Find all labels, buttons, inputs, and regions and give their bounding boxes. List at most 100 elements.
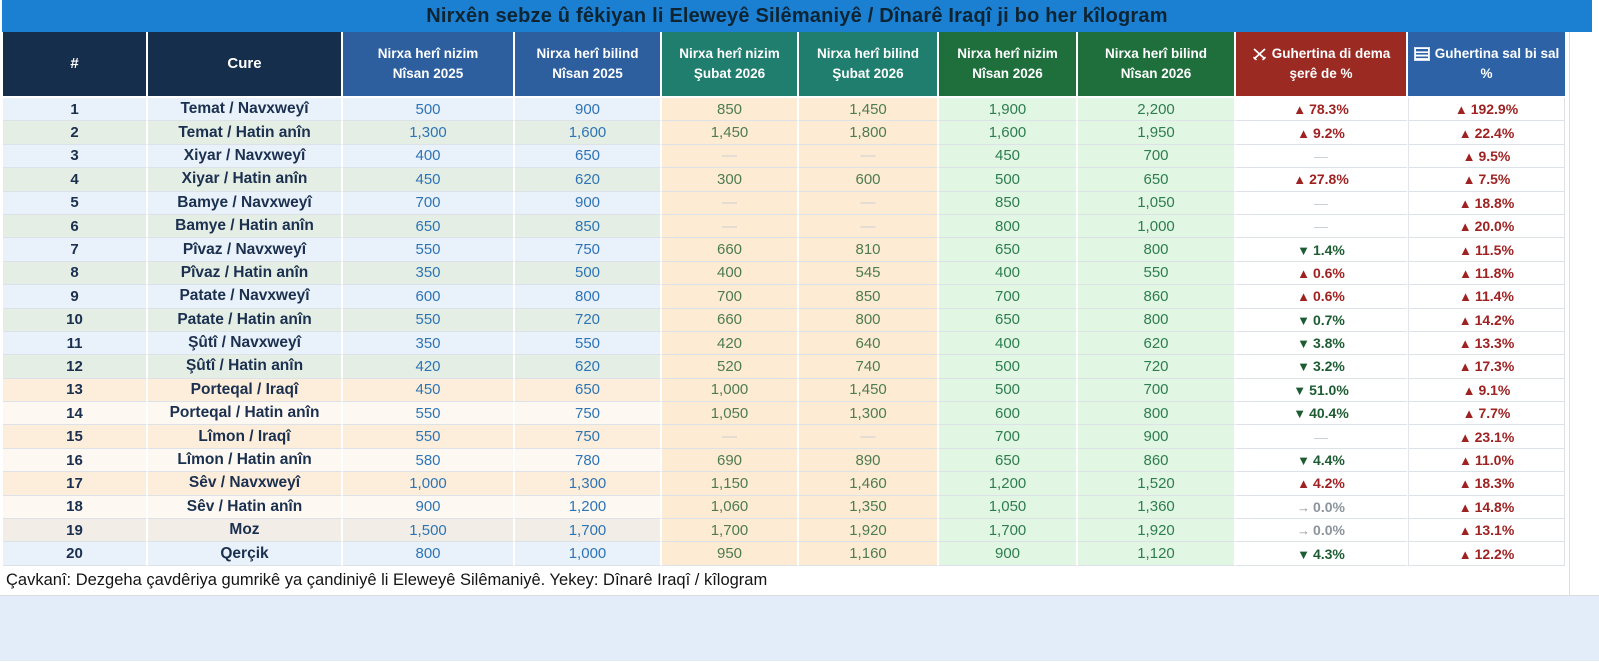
produce-name-cell: Temat / Navxweyî (148, 98, 343, 122)
header-line: Şubat 2026 (693, 66, 766, 81)
header-row: # Cure Nirxa herî nizim Nîsan 2025 Nirxa… (3, 32, 1565, 98)
nisan2026-high-cell: 860 (1078, 448, 1236, 473)
subat2026-high-cell: 850 (799, 285, 939, 309)
nisan2026-low-cell: 600 (939, 402, 1078, 426)
produce-name-cell: Qerçik (148, 542, 343, 566)
nisan2025-low-cell: 800 (343, 542, 515, 566)
war-change-cell: → 0.0% (1236, 495, 1408, 520)
year-change-cell: ▲ 12.2% (1408, 542, 1565, 566)
table-row: 3 Xiyar / Navxweyî 400 650— —450 700— ▲ 9.5% (3, 144, 1565, 169)
header-line: Nirxa herî nizim (679, 45, 780, 61)
row-number-cell: 5 (3, 191, 148, 215)
nisan2026-high-cell: 860 (1078, 285, 1236, 309)
year-change-cell: ▲ 7.7% (1408, 402, 1565, 426)
year-change-cell: ▲ 20.0% (1408, 214, 1565, 239)
nisan2026-high-cell: 550 (1078, 261, 1236, 286)
produce-name-cell: Porteqal / Iraqî (148, 378, 343, 403)
nisan2026-low-cell: 500 (939, 355, 1078, 379)
subat2026-low-cell: 690 (662, 448, 799, 473)
nisan2026-high-cell: 720 (1078, 355, 1236, 379)
nisan2026-low-cell: 1,200 (939, 472, 1078, 496)
nisan2026-low-cell: 850 (939, 191, 1078, 215)
table-row: 7 Pîvaz / Navxweyî 550 750 660 810 650 800 ▼ 1.4%… (3, 238, 1565, 262)
nisan2026-low-cell: 650 (939, 308, 1078, 332)
nisan2025-low-cell: 450 (343, 168, 515, 192)
war-change-cell: ▲ 4.2% (1236, 472, 1408, 496)
nisan2026-high-cell: 1,360 (1078, 495, 1236, 520)
nisan2025-low-cell: 1,000 (343, 472, 515, 496)
table-row: 6 Bamye / Hatin anîn 650 850— —800 1,000— ▲ 20.… (3, 214, 1565, 239)
column-header-nisan2026-high: Nirxa herî bilind Nîsan 2026 (1078, 32, 1236, 98)
subat2026-low-cell: 420 (662, 331, 799, 356)
nisan2025-low-cell: 550 (343, 402, 515, 426)
year-change-cell: ▲ 23.1% (1408, 425, 1565, 449)
nisan2026-high-cell: 800 (1078, 402, 1236, 426)
subat2026-high-cell: — (799, 214, 939, 239)
nisan2026-high-cell: 1,000 (1078, 214, 1236, 239)
column-header-cure: Cure (148, 32, 343, 98)
nisan2026-low-cell: 1,700 (939, 519, 1078, 543)
nisan2025-low-cell: 650 (343, 214, 515, 239)
subat2026-high-cell: 1,350 (799, 495, 939, 520)
table-row: 11 Şûtî / Navxweyî 350 550 420 640 400 620 ▼ 3.8%… (3, 331, 1565, 356)
nisan2025-high-cell: 900 (515, 98, 662, 122)
nisan2026-low-cell: 400 (939, 331, 1078, 356)
war-change-cell: ▼ 4.4% (1236, 448, 1408, 473)
nisan2026-low-cell: 800 (939, 214, 1078, 239)
nisan2025-high-cell: 550 (515, 331, 662, 356)
nisan2026-low-cell: 1,600 (939, 121, 1078, 145)
nisan2025-high-cell: 620 (515, 355, 662, 379)
bottom-panel (0, 595, 1599, 661)
produce-name-cell: Bamye / Navxweyî (148, 191, 343, 215)
row-number-cell: 11 (3, 331, 148, 356)
header-line: Nîsan 2026 (1120, 66, 1192, 81)
year-change-cell: ▲ 192.9% (1408, 98, 1565, 122)
subat2026-low-cell: 1,700 (662, 519, 799, 543)
nisan2025-low-cell: 420 (343, 355, 515, 379)
table-row: 5 Bamye / Navxweyî 700 900— —850 1,050— ▲ 18.8% (3, 191, 1565, 215)
nisan2026-low-cell: 900 (939, 542, 1078, 566)
year-change-cell: ▲ 18.3% (1408, 472, 1565, 496)
year-change-cell: ▲ 11.4% (1408, 285, 1565, 309)
table-row: 15 Lîmon / Iraqî 550 750— —700 900— ▲ 23.1% (3, 425, 1565, 449)
nisan2026-low-cell: 450 (939, 144, 1078, 169)
row-number-cell: 18 (3, 495, 148, 520)
war-change-cell: ▲ 27.8% (1236, 168, 1408, 192)
row-number-cell: 6 (3, 214, 148, 239)
produce-name-cell: Pîvaz / Navxweyî (148, 238, 343, 262)
year-change-cell: ▲ 17.3% (1408, 355, 1565, 379)
nisan2025-high-cell: 1,300 (515, 472, 662, 496)
nisan2026-low-cell: 1,050 (939, 495, 1078, 520)
war-change-cell: ▼ 3.8% (1236, 331, 1408, 356)
produce-name-cell: Xiyar / Navxweyî (148, 144, 343, 169)
column-header-subat2026-low: Nirxa herî nizim Şubat 2026 (662, 32, 799, 98)
produce-name-cell: Xiyar / Hatin anîn (148, 168, 343, 192)
table-row: 12 Şûtî / Hatin anîn 420 620 520 740 500 720 ▼ 3.… (3, 355, 1565, 379)
column-header-subat2026-high: Nirxa herî bilind Şubat 2026 (799, 32, 939, 98)
year-change-cell: ▲ 13.3% (1408, 331, 1565, 356)
war-change-cell: — (1236, 214, 1408, 239)
subat2026-high-cell: 1,300 (799, 402, 939, 426)
nisan2025-low-cell: 500 (343, 98, 515, 122)
war-change-cell: ▼ 4.3% (1236, 542, 1408, 566)
produce-name-cell: Sêv / Hatin anîn (148, 495, 343, 520)
nisan2026-high-cell: 2,200 (1078, 98, 1236, 122)
subat2026-low-cell: — (662, 144, 799, 169)
produce-name-cell: Lîmon / Hatin anîn (148, 448, 343, 473)
nisan2026-low-cell: 400 (939, 261, 1078, 286)
nisan2026-low-cell: 500 (939, 168, 1078, 192)
nisan2026-high-cell: 800 (1078, 238, 1236, 262)
war-change-cell: ▼ 0.7% (1236, 308, 1408, 332)
nisan2025-high-cell: 750 (515, 402, 662, 426)
column-header-year-change: Guhertina sal bi sal % (1408, 32, 1565, 98)
war-change-cell: ▼ 1.4% (1236, 238, 1408, 262)
year-change-cell: ▲ 7.5% (1408, 168, 1565, 192)
subat2026-low-cell: 520 (662, 355, 799, 379)
nisan2025-low-cell: 1,500 (343, 519, 515, 543)
nisan2025-low-cell: 550 (343, 308, 515, 332)
subat2026-low-cell: 1,050 (662, 402, 799, 426)
subat2026-low-cell: 700 (662, 285, 799, 309)
nisan2025-high-cell: 1,700 (515, 519, 662, 543)
year-change-cell: ▲ 11.0% (1408, 448, 1565, 473)
row-number-cell: 9 (3, 285, 148, 309)
